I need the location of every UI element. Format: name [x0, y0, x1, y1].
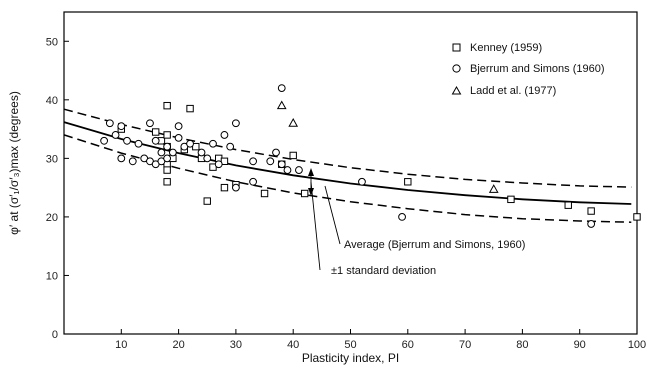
point-ladd [288, 118, 299, 127]
x-tick-label: 40 [287, 339, 299, 351]
point-kenney [163, 166, 171, 174]
y-tick-label: 50 [46, 36, 58, 48]
point-kenney [289, 151, 297, 160]
y-tick-label: 20 [46, 212, 58, 224]
point-bjerrum [226, 142, 235, 151]
x-tick-label: 10 [115, 339, 127, 351]
point-kenney [203, 197, 211, 205]
point-bjerrum [232, 119, 240, 128]
x-tick-label: 100 [628, 339, 646, 351]
plot-frame [63, 11, 638, 335]
point-bjerrum [117, 154, 126, 163]
point-bjerrum [232, 183, 240, 192]
legend-marker-triangle [451, 85, 462, 95]
legend-label-ladd: Ladd et al. (1977) [470, 85, 556, 97]
point-bjerrum [168, 148, 177, 157]
point-kenney [300, 189, 309, 198]
point-bjerrum [295, 166, 303, 174]
point-bjerrum [174, 133, 183, 142]
point-bjerrum [174, 122, 183, 131]
point-kenney [163, 178, 171, 186]
y-axis-label: φ′ at (σ′₁/σ′₃)max (degrees) [7, 91, 21, 235]
point-bjerrum [146, 119, 154, 128]
legend: Kenney (1959) Bjerrum and Simons (1960) … [451, 42, 605, 97]
point-kenney [507, 195, 515, 204]
annotation-leader-average [324, 185, 341, 245]
point-ladd [488, 184, 499, 193]
point-bjerrum [266, 157, 275, 166]
x-tick-label: 80 [516, 339, 528, 351]
point-kenney [260, 189, 269, 198]
point-kenney [186, 104, 194, 113]
legend-marker-square [452, 43, 461, 52]
points [100, 84, 641, 228]
x-tick-label: 50 [344, 339, 356, 351]
point-bjerrum [587, 220, 596, 228]
point-bjerrum [220, 131, 229, 139]
x-tick-label: 60 [402, 339, 414, 351]
point-kenney [163, 131, 171, 139]
point-bjerrum [214, 160, 223, 169]
point-bjerrum [249, 157, 257, 166]
point-bjerrum [163, 142, 172, 151]
average-curve [63, 121, 632, 205]
point-bjerrum [163, 154, 172, 163]
point-kenney [564, 201, 572, 209]
y-tick-label: 30 [46, 153, 58, 165]
annotation-average: Average (Bjerrum and Simons, 1960) [344, 239, 525, 251]
point-bjerrum [157, 148, 166, 157]
point-bjerrum [186, 139, 194, 148]
point-bjerrum [123, 136, 131, 145]
y-tick-label: 10 [46, 270, 58, 282]
point-kenney [587, 207, 595, 215]
annotation-std: ±1 standard deviation [331, 265, 436, 277]
annotations: Average (Bjerrum and Simons, 1960) ±1 st… [308, 168, 525, 277]
point-bjerrum [358, 177, 366, 186]
x-tick-label: 90 [574, 339, 586, 351]
point-kenney [220, 183, 229, 192]
point-bjerrum [151, 136, 160, 145]
point-bjerrum [272, 148, 280, 157]
y-tick-label: 40 [46, 95, 58, 107]
point-bjerrum [398, 213, 406, 221]
point-kenney [151, 128, 160, 136]
point-bjerrum [249, 177, 257, 186]
legend-label-bjerrum: Bjerrum and Simons (1960) [470, 63, 605, 75]
point-bjerrum [111, 131, 120, 139]
x-tick-label: 20 [172, 339, 184, 351]
point-bjerrum [203, 154, 212, 163]
point-ladd [276, 100, 287, 110]
point-bjerrum [100, 136, 109, 145]
point-bjerrum [117, 122, 126, 131]
point-bjerrum [283, 166, 292, 174]
point-bjerrum [105, 119, 114, 128]
std-dev-curve [63, 108, 632, 188]
annotation-leader-std [310, 181, 321, 271]
point-bjerrum [277, 84, 286, 93]
legend-label-kenney: Kenney (1959) [470, 42, 542, 54]
point-bjerrum [134, 139, 143, 148]
std-dev-curve [63, 134, 632, 223]
annotation-arrowhead-std-up [308, 168, 314, 176]
x-tick-label: 30 [230, 339, 242, 351]
x-axis-label: Plasticity index, PI [302, 351, 399, 365]
legend-marker-circle [452, 64, 461, 73]
y-tick-label: 0 [52, 329, 58, 341]
point-kenney [633, 213, 641, 221]
annotation-arrowhead-std-down [308, 188, 314, 196]
point-bjerrum [128, 157, 137, 166]
point-bjerrum [197, 148, 206, 157]
point-bjerrum [209, 139, 217, 148]
point-kenney [163, 101, 171, 110]
point-bjerrum [277, 160, 286, 169]
x-tick-label: 70 [459, 339, 471, 351]
point-kenney [404, 178, 412, 186]
ticks: 10 20 30 40 50 60 70 80 90 100 0 10 20 30 40 50 [46, 36, 646, 351]
